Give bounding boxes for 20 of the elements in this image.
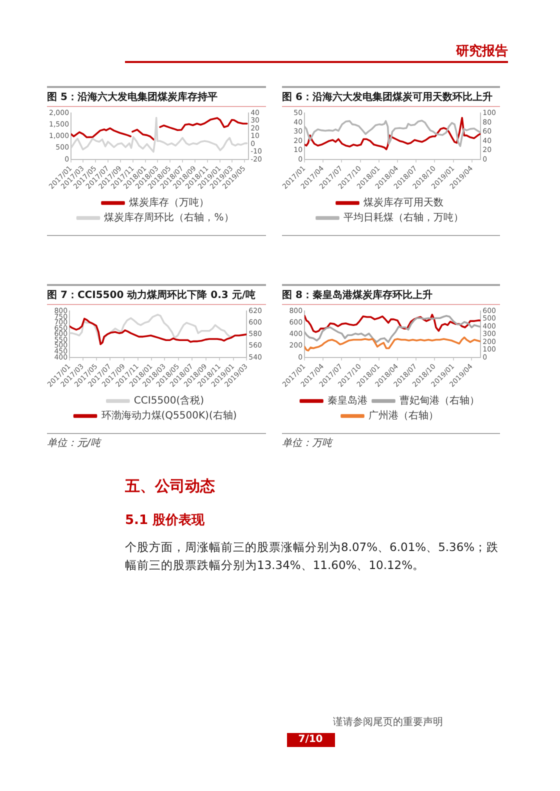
text: 研究报告 [454,43,508,61]
legend-label: 广州港（右轴） [368,409,438,422]
legend-label: CCI5500(含税) [134,394,204,406]
legend-label: 煤炭库存周环比（右轴，%） [104,211,234,224]
legend-label: 煤炭库存（万吨） [129,196,209,208]
legend-label: 煤炭库存可用天数 [364,196,444,208]
chart-title: 图 7：CCI5500 动力煤周环比下降 0.3 元/吨 [47,288,256,302]
chart-title: 图 5：沿海六大发电集团煤炭库存持平 [47,90,218,104]
text: 谨请参阅尾页的重要声明 [332,716,443,729]
legend-label: 环渤海动力煤(Q5500K)(右轴) [101,409,237,422]
legend-label: 平均日耗煤（右轴，万吨） [344,211,464,224]
text: 5.1 股价表现 [125,512,206,530]
legend-label: 曹妃甸港（右轴） [400,394,480,406]
text: 单位：元/吨 [47,436,102,450]
legend-label: 秦皇岛港 [328,394,368,406]
chart-title: 图 6：沿海六大发电集团煤炭可用天数环比上升 [282,90,494,104]
text: 个股方面，周涨幅前三的股票涨幅分别为8.07%、6.01%、5.36%；跌幅前三的股票跌幅分别为13.34%、11.60%、10.12%。 [125,539,500,574]
text: 单位：万吨 [282,436,334,450]
chart-title: 图 8：秦皇岛港煤炭库存环比上升 [282,288,434,302]
text: 五、公司动态 [125,476,216,496]
